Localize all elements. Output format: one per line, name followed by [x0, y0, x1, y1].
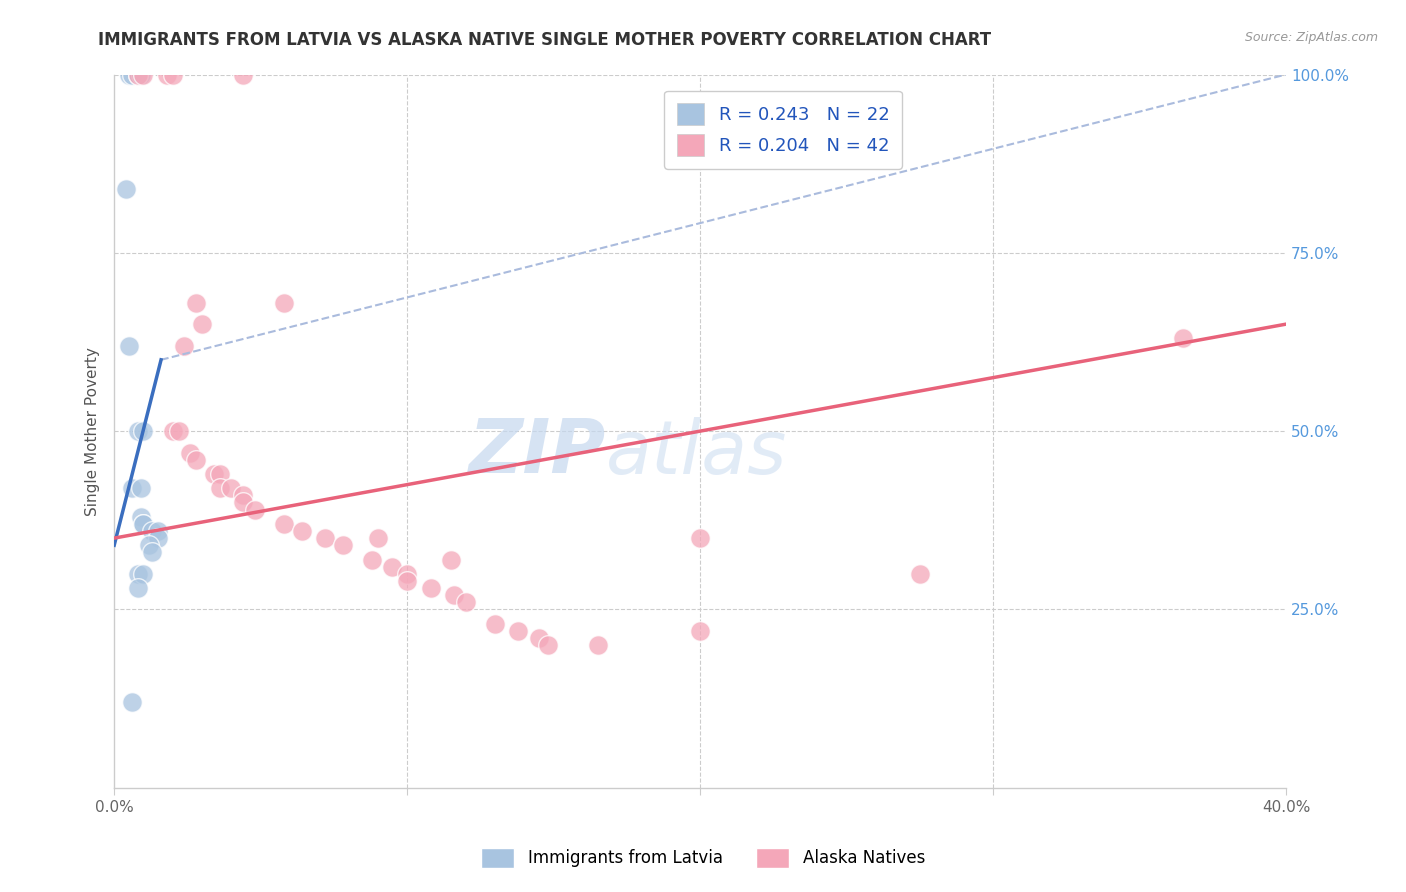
Point [146, 524, 169, 538]
Point [186, 295, 208, 310]
Point [367, 531, 389, 545]
Point [454, 595, 477, 609]
Point [243, 502, 266, 516]
Point [314, 531, 336, 545]
Point [146, 531, 169, 545]
Point [508, 624, 530, 638]
Point [121, 68, 143, 82]
Point [232, 68, 254, 82]
Point [132, 516, 155, 531]
Point [396, 574, 419, 588]
Point [141, 545, 163, 559]
Point [689, 531, 711, 545]
Point [440, 552, 463, 566]
Legend: Immigrants from Latvia, Alaska Natives: Immigrants from Latvia, Alaska Natives [474, 841, 932, 875]
Point [156, 68, 179, 82]
Point [232, 495, 254, 509]
Point [689, 624, 711, 638]
Point [132, 566, 155, 581]
Point [332, 538, 354, 552]
Point [484, 616, 506, 631]
Point [1173, 331, 1195, 345]
Point [129, 509, 152, 524]
Point [162, 424, 184, 438]
Point [179, 445, 201, 459]
Point [202, 467, 225, 481]
Point [186, 452, 208, 467]
Point [121, 695, 143, 709]
Point [118, 338, 141, 352]
Text: Source: ZipAtlas.com: Source: ZipAtlas.com [1244, 31, 1378, 45]
Point [586, 638, 609, 652]
Text: IMMIGRANTS FROM LATVIA VS ALASKA NATIVE SINGLE MOTHER POVERTY CORRELATION CHART: IMMIGRANTS FROM LATVIA VS ALASKA NATIVE … [98, 31, 991, 49]
Point [129, 481, 152, 495]
Point [121, 481, 143, 495]
Point [273, 295, 295, 310]
Point [127, 68, 149, 82]
Point [381, 559, 404, 574]
Point [361, 552, 384, 566]
Point [291, 524, 314, 538]
Point [115, 181, 138, 195]
Point [443, 588, 465, 602]
Point [162, 68, 184, 82]
Point [396, 566, 419, 581]
Point [127, 68, 149, 82]
Point [127, 424, 149, 438]
Point [132, 68, 155, 82]
Point [141, 524, 163, 538]
Point [127, 581, 149, 595]
Point [127, 566, 149, 581]
Point [537, 638, 560, 652]
Point [232, 488, 254, 502]
Point [167, 424, 190, 438]
Text: ZIP: ZIP [470, 416, 606, 489]
Point [132, 516, 155, 531]
Y-axis label: Single Mother Poverty: Single Mother Poverty [86, 347, 100, 516]
Point [221, 481, 243, 495]
Point [129, 68, 152, 82]
Point [527, 631, 550, 645]
Point [173, 338, 195, 352]
Point [208, 467, 231, 481]
Text: atlas: atlas [606, 417, 787, 489]
Point [138, 538, 160, 552]
Point [191, 317, 214, 331]
Point [132, 424, 155, 438]
Point [273, 516, 295, 531]
Point [419, 581, 441, 595]
Point [118, 68, 141, 82]
Legend: R = 0.243   N = 22, R = 0.204   N = 42: R = 0.243 N = 22, R = 0.204 N = 42 [665, 91, 903, 169]
Point [908, 566, 931, 581]
Point [208, 481, 231, 495]
